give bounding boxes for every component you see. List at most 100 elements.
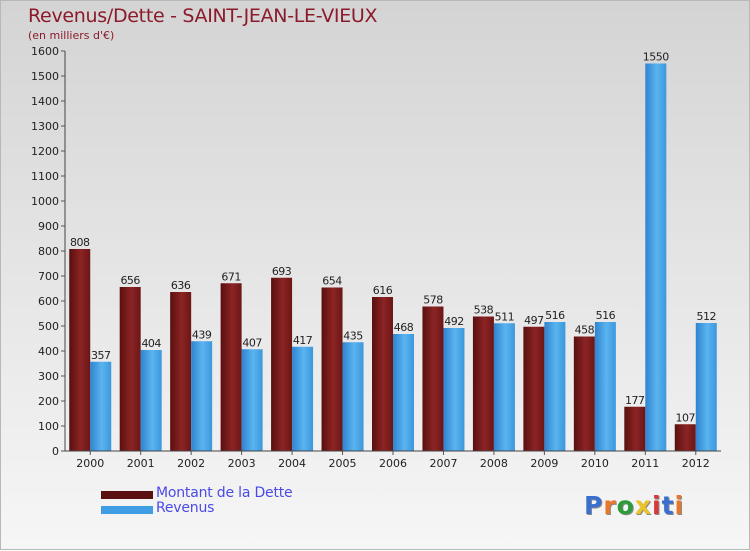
label-revenus-2003: 407 <box>242 336 262 349</box>
x-tick-label-2003: 2003 <box>228 457 256 470</box>
y-tick-label-1500: 1500 <box>31 70 59 83</box>
y-tick-label-1200: 1200 <box>31 145 59 158</box>
y-tick-label-800: 800 <box>38 245 59 258</box>
y-tick-label-100: 100 <box>38 420 59 433</box>
label-debt-2012: 107 <box>676 411 696 424</box>
x-tick-label-2011: 2011 <box>631 457 659 470</box>
label-debt-2004: 693 <box>272 265 292 278</box>
axes-group: 2000 2001 2002 2003 2004 2005 2006 2007 2008 2009… <box>31 45 721 470</box>
bar-debt-2001 <box>119 287 141 451</box>
label-debt-2008: 538 <box>474 304 494 317</box>
bars-group <box>69 63 717 451</box>
bar-debt-2009 <box>523 326 545 451</box>
label-revenus-2006: 468 <box>394 321 414 334</box>
y-tick-label-0: 0 <box>52 445 59 458</box>
bar-debt-2010 <box>573 336 595 451</box>
label-revenus-2011: 1550 <box>643 51 669 64</box>
bar-debt-2006 <box>372 297 393 451</box>
logo-letter: i <box>652 491 662 520</box>
label-debt-2000: 808 <box>70 236 90 249</box>
y-tick-label-1100: 1100 <box>31 170 59 183</box>
logo-letter: o <box>616 491 635 520</box>
label-revenus-2007: 492 <box>444 315 464 328</box>
bar-revenus-2011 <box>645 63 667 451</box>
bar-revenus-2012 <box>695 323 717 451</box>
label-debt-2006: 616 <box>373 284 393 297</box>
y-tick-label-1400: 1400 <box>31 95 59 108</box>
y-tick-label-200: 200 <box>38 395 59 408</box>
bar-revenus-2000 <box>90 361 112 451</box>
x-tick-label-2001: 2001 <box>127 457 155 470</box>
label-debt-2007: 578 <box>423 294 443 307</box>
x-tick-label-2002: 2002 <box>177 457 205 470</box>
y-tick-label-1000: 1000 <box>31 195 59 208</box>
bar-revenus-2008 <box>493 323 515 451</box>
data-labels-group: 808 357 656 404 636 439 671 407 693 417 654 435 616 4… <box>70 51 717 425</box>
bar-debt-2000 <box>69 249 91 451</box>
y-tick-label-900: 900 <box>38 220 59 233</box>
label-debt-2005: 654 <box>322 275 342 288</box>
x-tick-label-2000: 2000 <box>76 457 104 470</box>
logo-letter: P <box>584 491 604 520</box>
y-tick-label-500: 500 <box>38 320 59 333</box>
proxiti-logo: Proxiti <box>584 491 684 520</box>
label-revenus-2012: 512 <box>697 310 717 323</box>
bar-debt-2003 <box>220 283 242 451</box>
label-debt-2003: 671 <box>221 270 241 283</box>
label-debt-2010: 458 <box>575 324 595 337</box>
logo-letter: x <box>634 491 652 520</box>
chart-title: Revenus/Dette - SAINT-JEAN-LE-VIEUX <box>28 5 378 27</box>
y-tick-label-600: 600 <box>38 295 59 308</box>
legend-label-debt: Montant de la Dette <box>156 485 293 501</box>
label-debt-2011: 177 <box>625 394 645 407</box>
bar-debt-2005 <box>321 287 343 451</box>
x-tick-label-2012: 2012 <box>682 457 710 470</box>
x-tick-label-2006: 2006 <box>379 457 407 470</box>
legend-swatch-revenus <box>101 506 153 514</box>
bar-revenus-2004 <box>292 346 314 451</box>
y-tick-label-400: 400 <box>38 345 59 358</box>
label-revenus-2000: 357 <box>91 349 111 362</box>
label-revenus-2010: 516 <box>596 309 616 322</box>
label-revenus-2009: 516 <box>545 309 565 322</box>
bar-revenus-2006 <box>393 334 414 451</box>
label-revenus-2005: 435 <box>343 329 363 342</box>
bar-debt-2011 <box>624 406 646 451</box>
y-tick-label-1300: 1300 <box>31 120 59 133</box>
x-tick-label-2010: 2010 <box>581 457 609 470</box>
label-debt-2002: 636 <box>171 279 191 292</box>
label-revenus-2008: 511 <box>495 310 515 323</box>
x-tick-label-2009: 2009 <box>530 457 558 470</box>
logo-letter: r <box>603 491 617 520</box>
label-revenus-2004: 417 <box>293 334 313 347</box>
y-tick-label-700: 700 <box>38 270 59 283</box>
bar-revenus-2009 <box>544 322 566 451</box>
chart-subtitle: (en milliers d'€) <box>28 29 115 42</box>
bar-revenus-2001 <box>140 350 162 451</box>
y-tick-label-1600: 1600 <box>31 45 59 58</box>
bar-debt-2004 <box>271 277 293 451</box>
x-tick-label-2005: 2005 <box>329 457 357 470</box>
legend-swatch-debt <box>101 491 153 499</box>
bar-debt-2007 <box>422 306 444 451</box>
label-revenus-2001: 404 <box>141 337 161 350</box>
legend-label-revenus: Revenus <box>156 500 215 516</box>
label-revenus-2002: 439 <box>192 328 212 341</box>
label-debt-2009: 497 <box>524 314 544 327</box>
bar-debt-2008 <box>472 316 494 451</box>
logo-letter: t <box>661 491 675 520</box>
x-tick-label-2008: 2008 <box>480 457 508 470</box>
logo-letter: i <box>674 491 685 520</box>
bar-revenus-2007 <box>443 328 465 451</box>
bar-revenus-2003 <box>241 349 263 451</box>
bar-revenus-2005 <box>342 342 364 451</box>
bar-revenus-2010 <box>594 322 616 451</box>
x-tick-label-2004: 2004 <box>278 457 306 470</box>
bar-debt-2012 <box>674 424 696 451</box>
bar-debt-2002 <box>170 292 192 451</box>
y-tick-label-300: 300 <box>38 370 59 383</box>
x-tick-label-2007: 2007 <box>429 457 457 470</box>
bar-revenus-2002 <box>191 341 213 451</box>
